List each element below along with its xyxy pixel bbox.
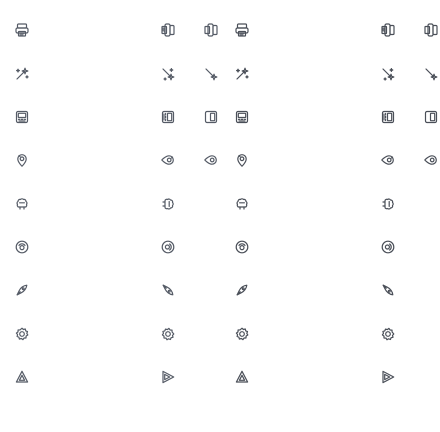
magic-wand-icon[interactable] (231, 63, 253, 85)
camera-lens-icon[interactable] (231, 236, 253, 258)
pen-nib-icon[interactable] (11, 279, 33, 301)
icon-sheet-left (11, 19, 220, 388)
keyboard-icon[interactable] (377, 106, 399, 128)
keyboard-icon[interactable] (157, 106, 179, 128)
magic-wand-icon[interactable] (11, 63, 33, 85)
keyboard-icon[interactable] (231, 106, 253, 128)
brain-chip-icon[interactable] (231, 193, 253, 215)
pen-nib-icon[interactable] (157, 279, 179, 301)
printer-icon[interactable] (231, 19, 253, 41)
pen-nib-icon[interactable] (231, 279, 253, 301)
location-pin-icon[interactable] (11, 149, 33, 171)
brain-chip-icon[interactable] (157, 193, 179, 215)
printer-icon[interactable] (420, 19, 440, 41)
camera-lens-icon[interactable] (157, 236, 179, 258)
printer-icon[interactable] (377, 19, 399, 41)
keyboard-icon[interactable] (420, 106, 440, 128)
pen-nib-icon[interactable] (377, 279, 399, 301)
magic-wand-icon[interactable] (377, 63, 399, 85)
shape-triangle-icon[interactable] (157, 366, 179, 388)
printer-icon[interactable] (11, 19, 33, 41)
location-pin-icon[interactable] (377, 149, 399, 171)
shape-triangle-icon[interactable] (11, 366, 33, 388)
shape-triangle-icon[interactable] (231, 366, 253, 388)
magic-wand-icon[interactable] (200, 63, 220, 85)
location-pin-icon[interactable] (200, 149, 220, 171)
camera-lens-icon[interactable] (377, 236, 399, 258)
location-pin-icon[interactable] (157, 149, 179, 171)
gear-flower-icon[interactable] (231, 323, 253, 345)
camera-lens-icon[interactable] (11, 236, 33, 258)
icon-sheet-right (220, 0, 440, 432)
keyboard-icon[interactable] (11, 106, 33, 128)
shape-triangle-icon[interactable] (377, 366, 399, 388)
location-pin-icon[interactable] (420, 149, 440, 171)
brain-chip-icon[interactable] (11, 193, 33, 215)
location-pin-icon[interactable] (231, 149, 253, 171)
gear-flower-icon[interactable] (11, 323, 33, 345)
printer-icon[interactable] (157, 19, 179, 41)
printer-icon[interactable] (200, 19, 220, 41)
keyboard-icon[interactable] (200, 106, 220, 128)
gear-flower-icon[interactable] (377, 323, 399, 345)
magic-wand-icon[interactable] (420, 63, 440, 85)
magic-wand-icon[interactable] (157, 63, 179, 85)
brain-chip-icon[interactable] (377, 193, 399, 215)
gear-flower-icon[interactable] (157, 323, 179, 345)
